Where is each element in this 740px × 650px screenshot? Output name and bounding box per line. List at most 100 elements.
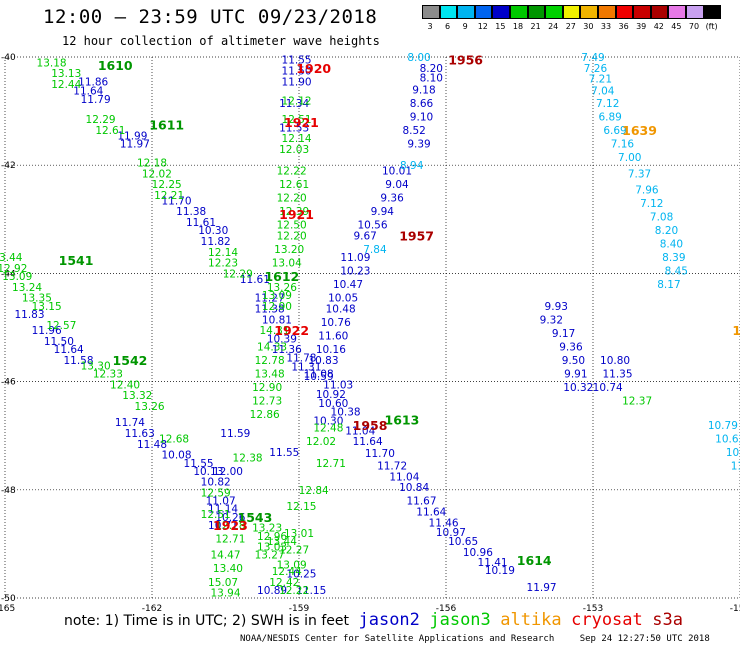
wave-height-label: 10.65	[448, 536, 478, 548]
wave-height-label: 11.64	[54, 344, 84, 356]
wave-height-label: 7.96	[635, 185, 659, 197]
wave-height-label: 8.94	[400, 160, 424, 172]
wave-height-label: 15.07	[208, 577, 238, 589]
wave-height-label: 12.14	[208, 247, 238, 259]
wave-height-label: 7.37	[628, 168, 651, 180]
wave-height-label: 11.03	[323, 379, 353, 391]
color-scale-label: 39	[636, 22, 647, 31]
wave-height-label: 9.94	[371, 206, 395, 218]
wave-height-label: 12.18	[137, 157, 167, 169]
wave-height-label: 10.83	[308, 355, 338, 367]
wave-height-label: 7.04	[591, 86, 615, 98]
color-scale-label: 15	[495, 22, 506, 31]
wave-height-label: 12.96	[257, 531, 287, 543]
wave-height-label: 9.36	[380, 193, 404, 205]
wave-height-label: 14.31	[259, 325, 289, 337]
wave-height-label: 11.86	[78, 76, 108, 88]
y-tick-label: -40	[1, 53, 16, 63]
wave-height-label: 11.08	[304, 368, 334, 380]
color-scale-label: 21	[530, 22, 541, 31]
wave-height-label: 13.26	[267, 282, 297, 294]
wave-height-label: 7.12	[640, 198, 663, 210]
wave-height-label: 11.27	[255, 293, 285, 305]
color-scale-label: 3	[427, 22, 433, 31]
wave-height-label: 12.20	[277, 231, 307, 243]
wave-height-label: 11.53	[279, 122, 309, 134]
wave-height-label: 8.17	[657, 279, 680, 291]
legend-jason2: jason2	[358, 610, 420, 630]
wave-height-label: 10.38	[331, 406, 361, 418]
legend-s3a: s3a	[652, 610, 683, 630]
wave-height-label: 8.10	[420, 73, 443, 85]
color-scale-swatch	[562, 5, 581, 19]
wave-height-label: 14.47	[210, 550, 240, 562]
color-scale-label: 42	[653, 22, 664, 31]
wave-height-label: 10.26	[215, 512, 245, 524]
wave-height-label: 8.20	[420, 63, 443, 75]
wave-height-label: 11.36	[272, 344, 302, 356]
wave-height-label: 11.61	[240, 274, 270, 286]
chart-subtitle: 12 hour collection of altimeter wave hei…	[62, 34, 380, 48]
color-scale-label: (ft)	[705, 22, 718, 31]
wave-height-label: 10.32	[563, 382, 593, 394]
wave-height-label: 7.21	[589, 74, 612, 86]
wave-height-label: 10.23	[340, 266, 370, 278]
wave-height-label: 13.44	[267, 536, 297, 548]
wave-height-label: 6.89	[598, 112, 621, 124]
wave-height-label: 11.64	[73, 86, 103, 98]
wave-height-label: 11.46	[429, 517, 459, 529]
x-tick-label: -153	[583, 604, 603, 614]
wave-height-label: 13.94	[210, 588, 240, 600]
wave-height-label: 9.10	[410, 112, 433, 124]
wave-height-label: 10.89	[257, 585, 287, 597]
wave-height-label: 11.70	[365, 448, 395, 460]
wave-height-label: 11.48	[137, 439, 167, 451]
wave-height-label: 8.45	[665, 266, 688, 278]
color-scale-swatch	[615, 5, 634, 19]
wave-height-label: 10.76	[321, 317, 351, 329]
wave-height-label: 12.39	[279, 206, 309, 218]
wave-height-label: 11.64	[353, 436, 383, 448]
wave-height-label: 12.33	[93, 368, 123, 380]
wave-height-label: 10.48	[326, 304, 356, 316]
wave-height-label: 13.18	[37, 57, 67, 69]
wave-height-label: 7.26	[584, 63, 608, 75]
color-scale-swatch	[580, 5, 598, 19]
y-tick-label: -44	[1, 269, 16, 279]
pass-number-label: 1542	[113, 353, 148, 368]
wave-height-label: 8.00	[407, 52, 430, 64]
wave-height-label: 10.08	[161, 450, 191, 462]
pass-number-label: 1543	[238, 510, 273, 525]
wave-height-label: 10.84	[399, 482, 429, 494]
color-scale-swatch	[457, 5, 475, 19]
wave-height-label: 12.22	[277, 166, 307, 178]
wave-height-label: 13.01	[284, 528, 314, 540]
wave-height-label: 13.48	[255, 368, 285, 380]
wave-height-label: 10.47	[333, 279, 363, 291]
wave-height-label: 12.38	[233, 452, 263, 464]
wave-height-label: 12.27	[279, 544, 309, 556]
wave-height-label: 12.02	[306, 436, 336, 448]
wave-height-label: 10.59	[304, 371, 334, 383]
wave-height-label: 7.49	[581, 52, 604, 64]
wave-height-label: 12.20	[277, 193, 307, 205]
x-tick-label: -159	[289, 604, 310, 614]
wave-height-label: 11.59	[220, 428, 250, 440]
wave-height-label: 12.51	[282, 114, 312, 126]
footer-timestamp: Sep 24 12:27:50 UTC 2018	[579, 634, 710, 644]
wave-height-label: 11.60	[318, 331, 348, 343]
wave-height-label: 12.51	[201, 509, 231, 521]
wave-height-label: 11.31	[291, 361, 321, 373]
wave-height-label: 12.40	[110, 379, 140, 391]
wave-height-label: 11.38	[176, 206, 206, 218]
wave-height-label: 9.39	[407, 139, 430, 151]
chart-title: 12:00 – 23:59 UTC 09/23/2018	[43, 6, 378, 28]
wave-height-label: 12.57	[46, 320, 76, 332]
wave-height-label: 12.12	[282, 95, 312, 107]
pass-number-label: 1612	[264, 269, 299, 284]
wave-height-label: 10.16	[316, 344, 346, 356]
wave-height-label: 7.84	[363, 244, 387, 256]
pass-number-label: 1610	[98, 58, 133, 73]
wave-height-label: 7.08	[650, 212, 673, 224]
wave-height-label: 13.44	[0, 252, 23, 264]
